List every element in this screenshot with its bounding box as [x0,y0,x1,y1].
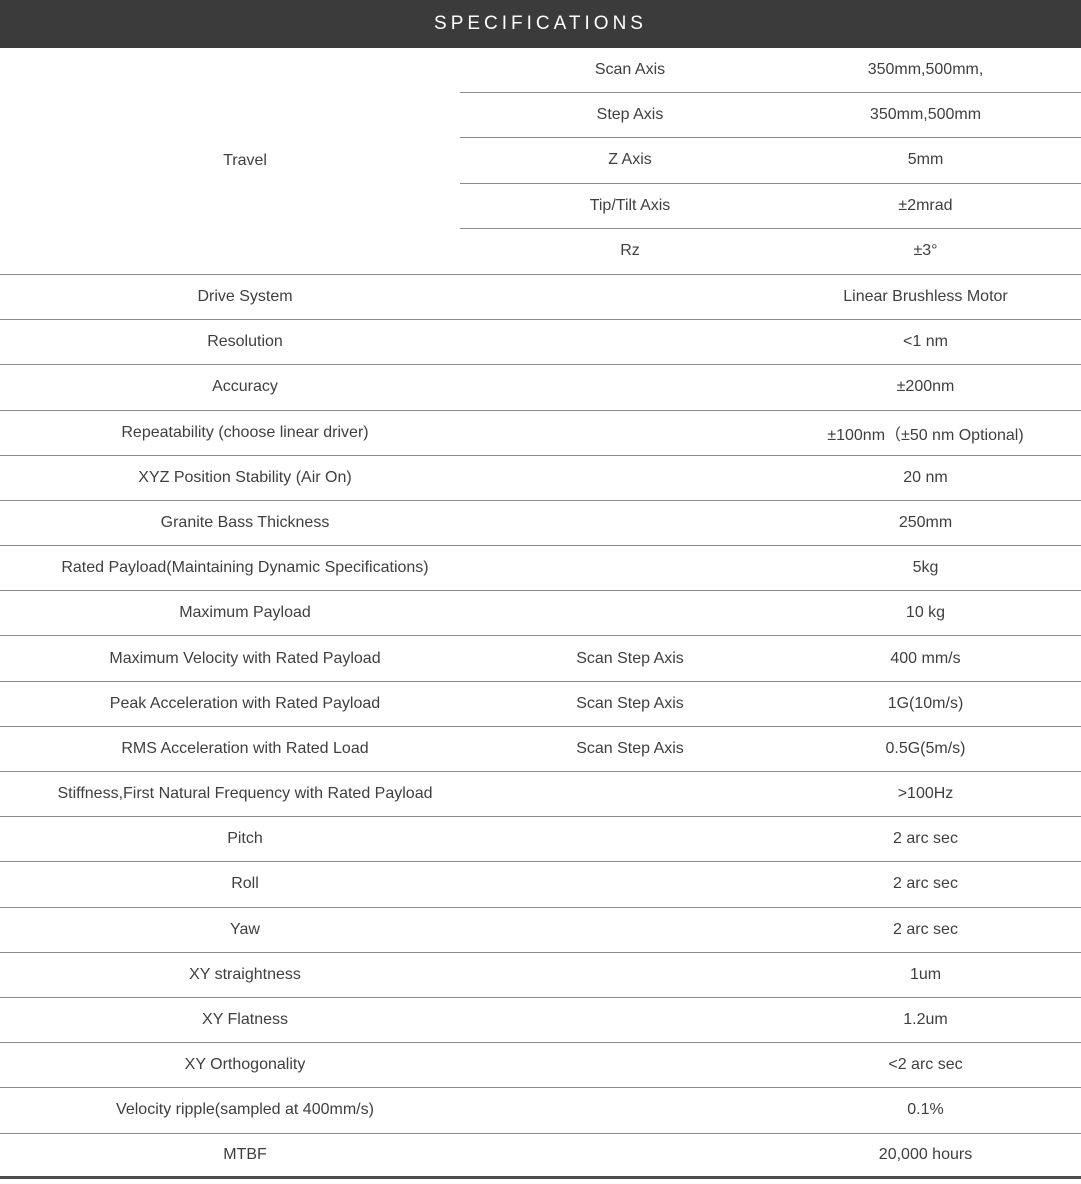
table-row: Granite Bass Thickness 250mm [0,501,1081,547]
spec-sub-label: Scan Step Axis [576,694,684,712]
spec-value: 10 kg [905,604,946,622]
table-row: Scan Axis 350mm,500mm, [460,48,1081,94]
table-row: Maximum Payload 10 kg [0,591,1081,637]
spec-label: MTBF [223,1145,267,1163]
table-row: XY Flatness 1.2um [0,998,1081,1044]
spec-label: Accuracy [212,378,278,396]
table-row: Maximum Velocity with Rated Payload Scan… [0,636,1081,682]
spec-label: Travel [223,151,267,169]
spec-value: 1um [909,965,942,983]
spec-label: Yaw [230,920,260,938]
table-row: Velocity ripple(sampled at 400mm/s) 0.1% [0,1088,1081,1134]
table-row: Pitch 2 arc sec [0,817,1081,863]
spec-label: Granite Bass Thickness [160,513,330,531]
spec-label: Repeatability (choose linear driver) [121,423,369,441]
spec-value: 2 arc sec [893,875,958,893]
spec-value: 2 arc sec [893,830,958,848]
table-row: Stiffness,First Natural Frequency with R… [0,772,1081,818]
spec-value: 2 arc sec [893,920,958,938]
spec-sub-label: Scan Step Axis [576,649,684,667]
spec-sub-label: Scan Axis [594,61,666,79]
spec-label: XY straightness [189,965,301,983]
travel-sub-rows: Scan Axis 350mm,500mm, Step Axis 350mm,5… [460,48,1081,274]
spec-label: Rated Payload(Maintaining Dynamic Specif… [61,559,429,577]
spec-value: ±200nm [896,378,955,396]
spec-label: Roll [231,875,259,893]
table-row: Rated Payload(Maintaining Dynamic Specif… [0,546,1081,592]
spec-label: Resolution [207,333,283,351]
table-row: Step Axis 350mm,500mm [460,93,1081,139]
page-title: SPECIFICATIONS [434,13,647,34]
table-row: Resolution <1 nm [0,320,1081,366]
spec-value: >100Hz [897,785,954,803]
table-row: XYZ Position Stability (Air On) 20 nm [0,456,1081,501]
spec-label: Pitch [227,830,263,848]
header-bar: SPECIFICATIONS [0,0,1081,48]
spec-value: 5kg [912,559,939,577]
spec-label: Stiffness,First Natural Frequency with R… [57,785,433,803]
table-row: Accuracy ±200nm [0,365,1081,411]
spec-sub-label: Tip/Tilt Axis [589,196,671,214]
spec-value: <2 arc sec [888,1056,963,1074]
table-row: Roll 2 arc sec [0,862,1081,908]
spec-value: Linear Brushless Motor [843,288,1008,306]
spec-value: 0.1% [907,1101,944,1119]
spec-value: 400 mm/s [890,649,961,667]
spec-value: 350mm,500mm, [867,61,984,79]
table-row: XY straightness 1um [0,953,1081,998]
table-row: Repeatability (choose linear driver) ±10… [0,411,1081,456]
spec-value: ±2mrad [898,196,953,214]
table-row: RMS Acceleration with Rated Load Scan St… [0,727,1081,772]
table-row: Peak Acceleration with Rated Payload Sca… [0,682,1081,727]
spec-label: Maximum Velocity with Rated Payload [109,649,381,667]
spec-label: XY Orthogonality [184,1056,306,1074]
table-row: XY Orthogonality <2 arc sec [0,1043,1081,1089]
spec-value: 20,000 hours [878,1145,973,1163]
spec-sub-label: Step Axis [596,106,664,124]
spec-value: ±100nm（±50 nm Optional) [827,426,1024,444]
spec-label: Drive System [197,288,293,306]
spec-value: 20 nm [903,468,948,486]
spec-sub-label: Scan Step Axis [576,739,684,757]
table-row: Rz ±3° [460,229,1081,274]
travel-label-cell: Travel [0,48,460,274]
spec-value: <1 nm [903,333,948,351]
spec-label: XYZ Position Stability (Air On) [138,468,352,486]
spec-value: ±3° [913,242,938,260]
table-row: Tip/Tilt Axis ±2mrad [460,184,1081,229]
spec-label: Velocity ripple(sampled at 400mm/s) [116,1101,374,1119]
spec-value: 5mm [907,151,944,169]
table-row: Drive System Linear Brushless Motor [0,275,1081,321]
table-row: Z Axis 5mm [460,138,1081,184]
spec-value: 250mm [898,513,953,531]
spec-value: 1G(10m/s) [887,694,964,712]
spec-value: 0.5G(5m/s) [885,739,966,757]
travel-section: Travel Scan Axis 350mm,500mm, Step Axis … [0,48,1081,275]
spec-value: 350mm,500mm [869,106,982,124]
spec-sub-label: Z Axis [608,151,652,169]
spec-sub-label: Rz [620,242,640,260]
spec-label: RMS Acceleration with Rated Load [121,739,369,757]
spec-label: Peak Acceleration with Rated Payload [109,694,381,712]
table-row: MTBF 20,000 hours [0,1134,1081,1179]
table-row: Yaw 2 arc sec [0,908,1081,953]
spec-label: XY Flatness [202,1011,288,1029]
specifications-table: Travel Scan Axis 350mm,500mm, Step Axis … [0,48,1081,1179]
spec-label: Maximum Payload [179,604,311,622]
spec-value: 1.2um [903,1011,948,1029]
